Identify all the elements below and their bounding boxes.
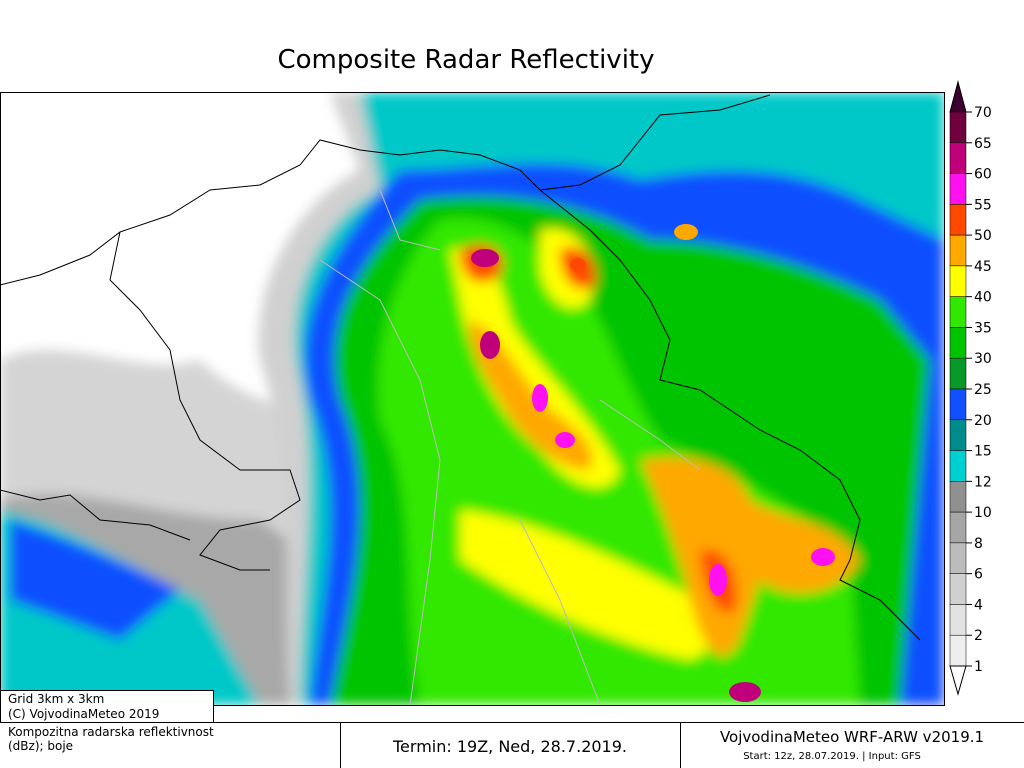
grid-box — [0, 690, 214, 723]
colorbar-label: 10 — [974, 505, 992, 521]
colorbar-label: 25 — [974, 382, 992, 398]
colorbar-label: 65 — [974, 136, 992, 152]
colorbar-segment — [949, 634, 967, 667]
colorbar-segment — [949, 511, 967, 544]
colorbar-segment — [949, 481, 967, 513]
colorbar-label: 6 — [974, 567, 983, 583]
colorbar-label: 15 — [974, 444, 992, 460]
colorbar-segment — [949, 234, 967, 267]
colorbar-label: 8 — [974, 536, 983, 552]
radar-map — [1, 92, 944, 705]
colorbar-segment — [949, 173, 967, 205]
colorbar-label: 4 — [974, 597, 983, 613]
colorbar-segment — [949, 419, 967, 451]
colorbar-segment — [949, 265, 967, 297]
model: VojvodinaMeteo WRF-ARW v2019.1 — [720, 728, 984, 746]
colorbar-segment — [949, 327, 967, 359]
start: Start: 12z, 28.07.2019. | Input: GFS — [743, 751, 921, 762]
colorbar-label: 45 — [974, 259, 992, 275]
colorbar: 70 65 60 55 50 45 40 35 30 25 20 15 12 10 8 6 4 2 1 — [949, 80, 992, 696]
colorbar-segment — [949, 204, 967, 236]
colorbar-label: 2 — [974, 628, 983, 644]
colorbar-segment — [949, 604, 967, 636]
colorbar-segment — [949, 450, 967, 482]
colorbar-label: 55 — [974, 197, 992, 213]
colorbar-arrow — [949, 665, 967, 696]
colorbar-label: 60 — [974, 167, 992, 183]
grid-text: Grid 3km x 3km — [8, 692, 104, 706]
colorbar-label: 70 — [974, 105, 992, 121]
colorbar-label: 30 — [974, 351, 992, 367]
title: Composite Radar Reflectivity — [277, 45, 654, 75]
colorbar-segment — [949, 142, 967, 174]
colorbar-label: 12 — [974, 474, 992, 490]
colorbar-segment — [949, 388, 967, 421]
colorbar-label: 1 — [974, 659, 983, 675]
colorbar-segment — [949, 296, 967, 328]
colorbar-segment — [949, 357, 967, 390]
colorbar-label: 35 — [974, 320, 992, 336]
colorbar-segment — [949, 111, 967, 144]
colorbar-segment — [949, 542, 967, 574]
copyright: (C) VojvodinaMeteo 2019 — [8, 707, 159, 721]
colorbar-label: 50 — [974, 228, 992, 244]
termin: Termin: 19Z, Ned, 28.7.2019. — [392, 737, 627, 756]
description: Kompozitna radarska reflektivnost — [8, 725, 214, 739]
colorbar-label: 40 — [974, 290, 992, 306]
colorbar-label: 20 — [974, 413, 992, 429]
colorbar-arrow — [949, 80, 967, 113]
colorbar-segment — [949, 573, 967, 605]
description: (dBz); boje — [8, 739, 73, 753]
